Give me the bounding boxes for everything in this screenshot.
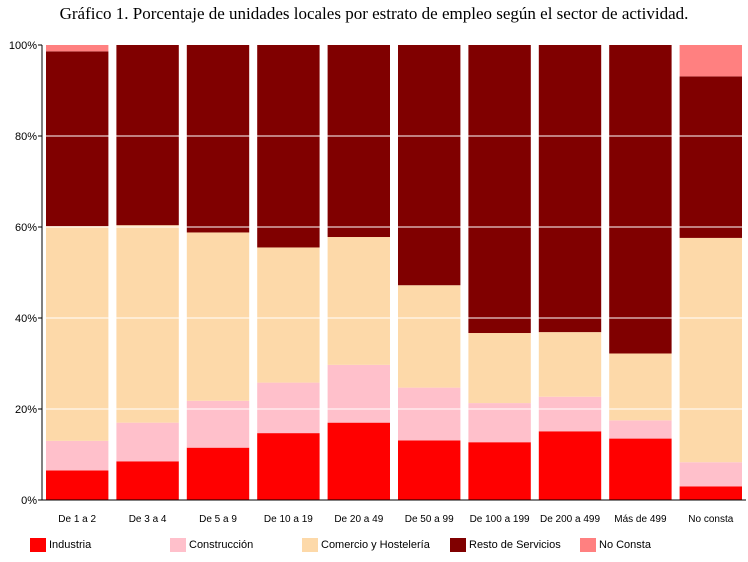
x-tick-label: De 50 a 99 xyxy=(405,514,454,525)
legend-label: Construcción xyxy=(189,539,254,551)
bar-segment-3-4 xyxy=(257,247,320,383)
legend-swatch xyxy=(302,538,318,552)
bar-segment-2-7 xyxy=(468,403,531,443)
bar-segment-4-2 xyxy=(116,45,179,226)
bar-segment-4-7 xyxy=(468,45,531,334)
bar-segment-1-10 xyxy=(679,486,742,500)
bar-segment-2-4 xyxy=(257,382,320,434)
y-tick-label: 0% xyxy=(21,495,37,507)
bar-segment-2-8 xyxy=(538,396,602,432)
chart-title: Gráfico 1. Porcentaje de unidades locale… xyxy=(59,4,689,23)
bar-segment-2-6 xyxy=(398,387,461,441)
bar-segment-4-3 xyxy=(186,45,250,233)
bar-segment-3-7 xyxy=(468,333,531,404)
bar-segment-2-3 xyxy=(186,400,250,448)
legend-label: Resto de Servicios xyxy=(469,539,561,551)
y-tick-label: 20% xyxy=(15,404,37,416)
bar-segment-4-5 xyxy=(327,45,390,238)
legend-label: Comercio y Hostelería xyxy=(321,539,430,551)
bar-segment-1-6 xyxy=(398,440,461,500)
legend-item-2: Construcción xyxy=(170,538,253,552)
x-tick-label: De 200 a 499 xyxy=(540,514,600,525)
x-tick-label: De 20 a 49 xyxy=(334,514,383,525)
x-tick-label: Más de 499 xyxy=(614,514,667,525)
x-tick-label: De 1 a 2 xyxy=(58,514,96,525)
bar-segment-1-7 xyxy=(468,442,531,500)
bar-segment-1-8 xyxy=(538,431,602,500)
stacked-bar-chart: 0% 20% 40% 60% 80% 100% De 1 a 2 De 3 a 4 De 5 … xyxy=(9,40,746,525)
legend-item-1: Industria xyxy=(30,538,91,552)
bar-segment-2-10 xyxy=(679,462,742,487)
bar-segment-4-6 xyxy=(398,45,461,286)
bar-segment-4-8 xyxy=(538,45,602,333)
bar-segment-3-9 xyxy=(609,353,672,421)
x-tick-label: No consta xyxy=(688,514,733,525)
bar-segment-3-5 xyxy=(327,237,390,365)
bar-segment-3-6 xyxy=(398,285,461,388)
y-tick-label: 60% xyxy=(15,222,37,234)
bar-segment-4-10 xyxy=(679,76,742,238)
bar-segment-3-1 xyxy=(46,226,109,441)
bar-segment-3-10 xyxy=(679,237,742,463)
bar-segment-1-4 xyxy=(257,433,320,500)
bar-segment-1-1 xyxy=(46,470,109,500)
bar-segment-2-5 xyxy=(327,364,390,423)
bar-segment-3-8 xyxy=(538,332,602,397)
bar-segment-5-10 xyxy=(679,45,742,77)
legend-item-4: Resto de Servicios xyxy=(450,538,561,552)
legend-item-5: No Consta xyxy=(580,538,651,552)
chart-legend: Industria Construcción Comercio y Hosteler… xyxy=(30,538,748,558)
bar-segment-2-9 xyxy=(609,420,672,439)
bar-segment-4-1 xyxy=(46,51,109,227)
legend-swatch xyxy=(170,538,186,552)
y-tick-label: 40% xyxy=(15,313,37,325)
x-tick-label: De 10 a 19 xyxy=(264,514,313,525)
bar-segment-1-9 xyxy=(609,438,672,500)
y-tick-label: 80% xyxy=(15,131,37,143)
bar-segment-2-2 xyxy=(116,422,179,462)
bar-segment-1-5 xyxy=(327,422,390,500)
legend-item-3: Comercio y Hostelería xyxy=(302,538,430,552)
y-tick-label: 100% xyxy=(9,40,37,52)
x-tick-label: De 3 a 4 xyxy=(129,514,167,525)
legend-swatch xyxy=(580,538,596,552)
legend-swatch xyxy=(30,538,46,552)
bar-segment-3-2 xyxy=(116,225,179,423)
bar-segment-4-9 xyxy=(609,45,672,354)
bar-segment-2-1 xyxy=(46,440,109,471)
legend-label: No Consta xyxy=(599,539,651,551)
x-tick-label: De 100 a 199 xyxy=(470,514,530,525)
bar-segment-1-2 xyxy=(116,461,179,500)
x-tick-label: De 5 a 9 xyxy=(199,514,237,525)
legend-swatch xyxy=(450,538,466,552)
bar-segment-5-1 xyxy=(46,45,109,52)
bar-segment-1-3 xyxy=(186,447,250,500)
bar-segment-3-3 xyxy=(186,232,250,401)
legend-label: Industria xyxy=(49,539,92,551)
bar-segment-4-4 xyxy=(257,45,320,248)
